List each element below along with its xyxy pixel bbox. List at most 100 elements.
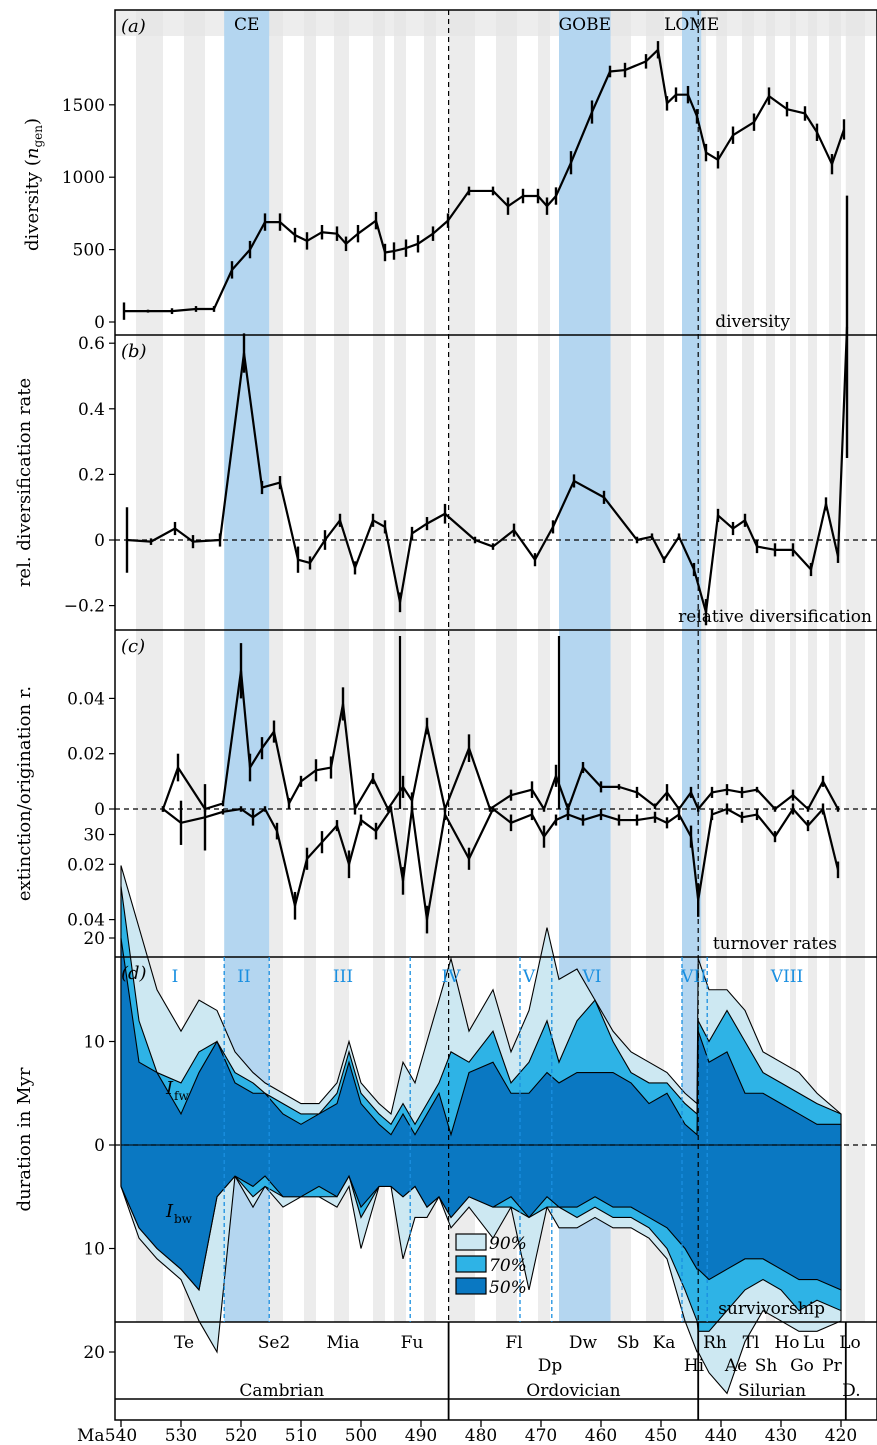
event-label: CE — [234, 15, 259, 35]
x-tick-label: 450 — [645, 1426, 677, 1445]
label-i-fw-sub: fw — [174, 1089, 189, 1103]
panel-annotation: diversity — [715, 312, 790, 332]
stage-label: Dp — [538, 1356, 563, 1376]
x-tick-label: 470 — [525, 1426, 557, 1445]
stage-stripe — [829, 10, 841, 1322]
x-tick-label: 420 — [825, 1426, 857, 1445]
phase-label: VIII — [770, 967, 803, 987]
legend-label: 90% — [489, 1234, 527, 1254]
stage-stripe — [766, 10, 775, 1322]
stage-stripe — [790, 10, 796, 1322]
panel-label: (a) — [121, 16, 146, 37]
x-tick-label: 430 — [765, 1426, 797, 1445]
y-tick-label: −0.2 — [64, 597, 105, 617]
stage-stripe — [646, 10, 664, 1322]
stage-label: Rh — [703, 1333, 727, 1353]
phase-label: I — [172, 967, 179, 987]
y-tick-label: 1000 — [62, 168, 105, 188]
period-label: D. — [842, 1381, 860, 1401]
y-tick-label: 0.02 — [67, 855, 105, 875]
stage-label: Te — [174, 1333, 194, 1353]
period-label: Cambrian — [239, 1381, 324, 1401]
stage-stripe — [742, 10, 754, 1322]
y-tick-label: 0.4 — [78, 400, 105, 420]
y-tick-label: 0.6 — [78, 334, 105, 354]
stage-label: Lu — [803, 1333, 825, 1353]
panel-label: (b) — [121, 341, 147, 362]
x-tick-label: 520 — [225, 1426, 257, 1445]
x-axis-unit: Ma — [77, 1426, 105, 1445]
legend-label: 70% — [489, 1256, 527, 1276]
stage-label: Tl — [743, 1333, 760, 1353]
legend-swatch — [455, 1277, 487, 1295]
label-i-fw: I — [165, 1078, 174, 1099]
stage-stripe — [424, 10, 436, 1322]
event-band-top — [224, 10, 270, 36]
legend-swatch — [455, 1255, 487, 1273]
stage-label: Ae — [724, 1356, 747, 1376]
stage-stripe — [610, 10, 631, 1322]
stage-label: Sh — [755, 1356, 778, 1376]
stage-stripe — [334, 10, 349, 1322]
stage-label: Pr — [822, 1356, 842, 1376]
y-tick-label: 20 — [83, 1343, 105, 1363]
background-layer — [115, 10, 877, 1322]
y-tick-label: 20 — [83, 929, 105, 949]
stage-label: Dw — [569, 1333, 598, 1353]
diversification-line — [126, 326, 849, 614]
stage-label: Sb — [617, 1333, 640, 1353]
text-layer: CE GOBE LOME050010001500(a)diversitydivers… — [14, 15, 872, 1445]
plot-layer — [120, 41, 849, 1395]
x-tick-label: 500 — [345, 1426, 377, 1445]
stage-label: Lo — [839, 1333, 861, 1353]
y-tick-label: 1500 — [62, 96, 105, 116]
legend-label: 50% — [489, 1278, 527, 1298]
stage-label: Se2 — [258, 1333, 291, 1353]
x-tick-label: 480 — [465, 1426, 497, 1445]
event-band-lome — [682, 10, 702, 1322]
phase-label: III — [333, 967, 353, 987]
event-label: GOBE — [559, 15, 611, 35]
y-tick-label: 0.2 — [78, 465, 105, 485]
legend-swatch — [455, 1233, 487, 1251]
stage-label: Fu — [401, 1333, 424, 1353]
x-tick-label: 460 — [585, 1426, 617, 1445]
stage-label: Go — [790, 1356, 814, 1376]
y-tick-label: 0 — [94, 800, 105, 820]
stage-label: Ka — [653, 1333, 676, 1353]
phase-label: II — [237, 967, 250, 987]
event-band-top — [559, 10, 611, 36]
y-tick-label: 0.04 — [67, 911, 105, 931]
x-tick-label: 440 — [705, 1426, 737, 1445]
period-label: Ordovician — [526, 1381, 620, 1401]
axis-layer — [109, 9, 877, 1427]
phase-label: IV — [442, 967, 462, 987]
phase-label: VI — [582, 967, 602, 987]
y-axis-label: duration in Myr — [14, 1067, 35, 1211]
stage-stripe — [304, 10, 316, 1322]
stage-stripe — [698, 10, 706, 1322]
y-tick-label: 0 — [94, 531, 105, 551]
stage-stripe — [269, 10, 283, 1322]
x-tick-label: 490 — [405, 1426, 437, 1445]
stage-label: Ho — [774, 1333, 799, 1353]
y-axis-label: diversity (ngen) — [22, 118, 45, 251]
y-tick-label: 0.04 — [67, 689, 105, 709]
y-axis-label: rel. diversification rate — [14, 378, 35, 587]
panel-annotation: relative diversification — [678, 607, 872, 627]
y-tick-label: 0 — [94, 313, 105, 333]
panel-label: (d) — [121, 963, 147, 984]
phase-label: V — [522, 967, 536, 987]
period-label: Silurian — [738, 1381, 806, 1401]
stage-stripe — [716, 10, 727, 1322]
y-tick-label: 500 — [73, 241, 105, 261]
panel-annotation: turnover rates — [713, 934, 837, 954]
stage-label: Fl — [505, 1333, 522, 1353]
label-i-bw: I — [165, 1201, 174, 1222]
figure-frame — [114, 9, 877, 1421]
label-i-bw-sub: bw — [174, 1212, 193, 1226]
x-tick-label: 510 — [285, 1426, 317, 1445]
x-tick-label: 540 — [105, 1426, 137, 1445]
event-band-top — [682, 10, 702, 36]
